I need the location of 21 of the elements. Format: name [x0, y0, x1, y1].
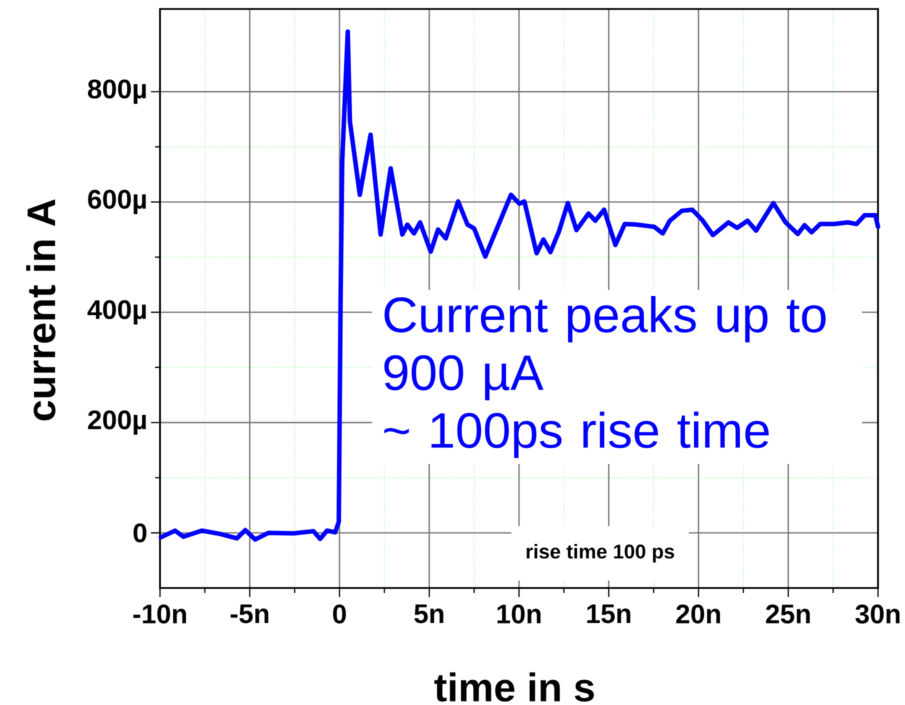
x-tick-label: -5n [230, 604, 268, 624]
y-tick-label: 200µ [88, 410, 146, 435]
x-tick-label: -10n [133, 604, 186, 624]
x-tick-label: 25n [766, 604, 810, 624]
y-tick-label: 600µ [88, 190, 146, 214]
x-tick-label: 30n [855, 604, 900, 624]
annotation: 900 µA [384, 355, 544, 400]
annotation: rise time 100 ps [526, 544, 674, 563]
x-tick-label: 15n [587, 604, 630, 624]
x-axis-title: time in s [434, 672, 594, 702]
y-tick-label: 800µ [88, 80, 146, 104]
y-tick-label: 0 [134, 523, 146, 542]
x-tick-label: 20n [676, 604, 720, 624]
y-tick-label: 400µ [88, 300, 146, 324]
annotation: Current peaks up to [384, 296, 826, 342]
x-tick-label: 10n [498, 604, 541, 624]
x-tick-label: 0 [333, 604, 346, 624]
x-tick-label: 5n [414, 604, 444, 624]
line-series [158, 29, 880, 542]
annotation: ~ 100ps rise time [384, 412, 769, 458]
y-axis-title: current in A [26, 199, 56, 420]
